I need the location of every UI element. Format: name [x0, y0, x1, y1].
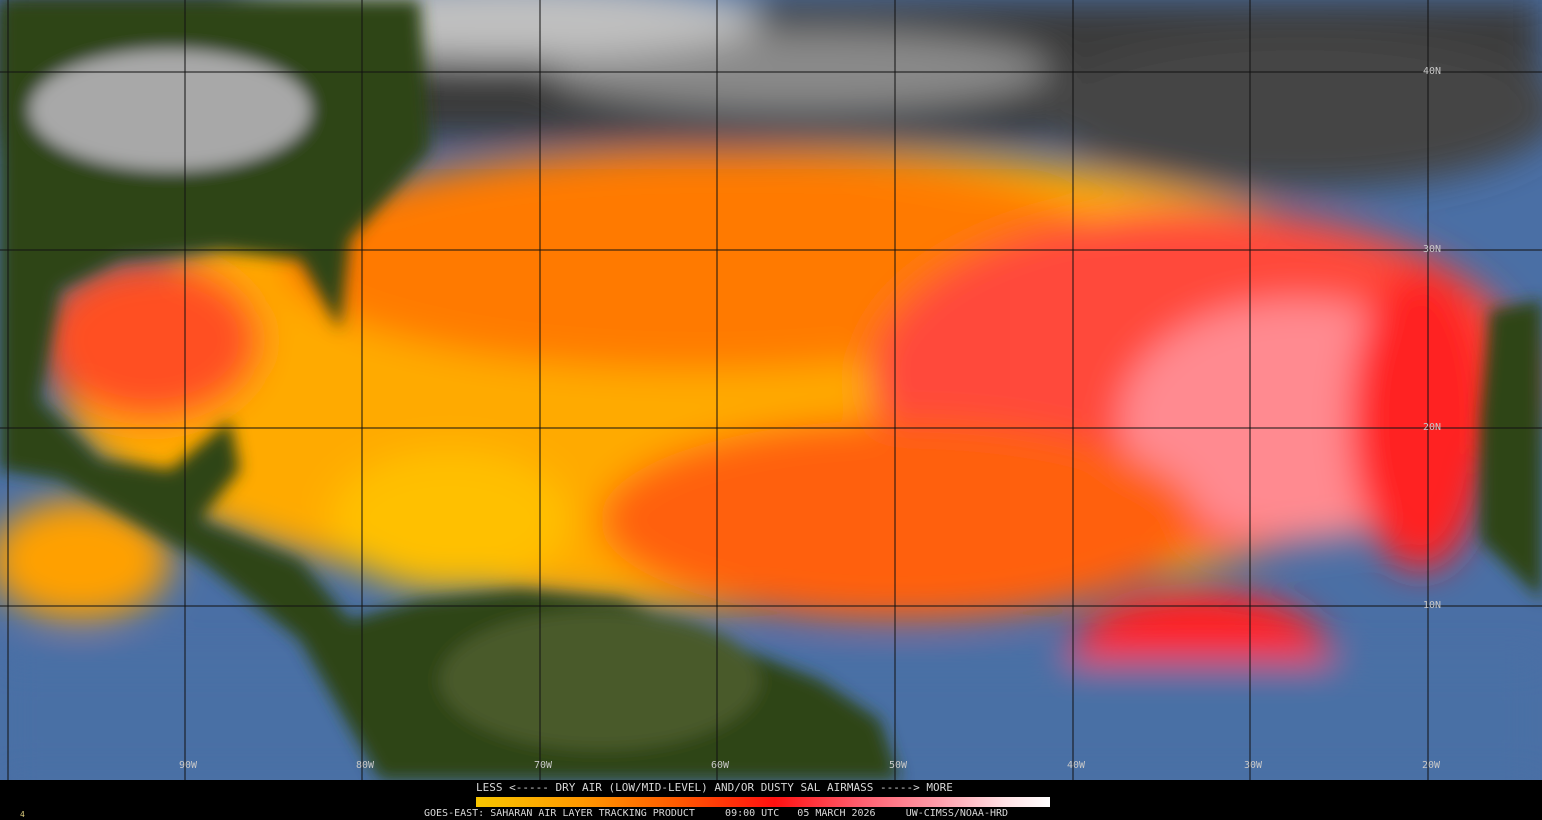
legend-colorbar — [476, 797, 1050, 807]
corner-mark: 4 — [20, 810, 25, 819]
product-name: GOES-EAST: SAHARAN AIR LAYER TRACKING PR… — [424, 808, 695, 819]
lon-label-50w: 50W — [889, 760, 908, 771]
footer-bar: GOES-EAST: SAHARAN AIR LAYER TRACKING PR… — [424, 808, 1008, 819]
lon-label-70w: 70W — [534, 760, 553, 771]
lat-label-20n: 20N — [1423, 422, 1442, 433]
lon-label-40w: 40W — [1067, 760, 1086, 771]
lon-label-20w: 20W — [1422, 760, 1441, 771]
time-label: 09:00 UTC — [725, 808, 780, 819]
legend-scale-text: LESS <----- DRY AIR (LOW/MID-LEVEL) AND/… — [476, 781, 953, 794]
land-masses — [0, 0, 1542, 780]
lat-label-40n: 40N — [1423, 66, 1442, 77]
lat-lon-grid — [0, 0, 1542, 780]
satellite-imagery — [0, 0, 1542, 780]
lat-label-30n: 30N — [1423, 244, 1442, 255]
credit-label: UW-CIMSS/NOAA-HRD — [905, 808, 1009, 819]
date-label: 05 MARCH 2026 — [797, 808, 876, 819]
lat-label-10n: 10N — [1423, 600, 1442, 611]
lon-label-90w: 90W — [179, 760, 198, 771]
lon-label-30w: 30W — [1244, 760, 1263, 771]
airmass-layer — [0, 0, 1542, 780]
lon-label-80w: 80W — [356, 760, 375, 771]
lon-label-60w: 60W — [711, 760, 730, 771]
